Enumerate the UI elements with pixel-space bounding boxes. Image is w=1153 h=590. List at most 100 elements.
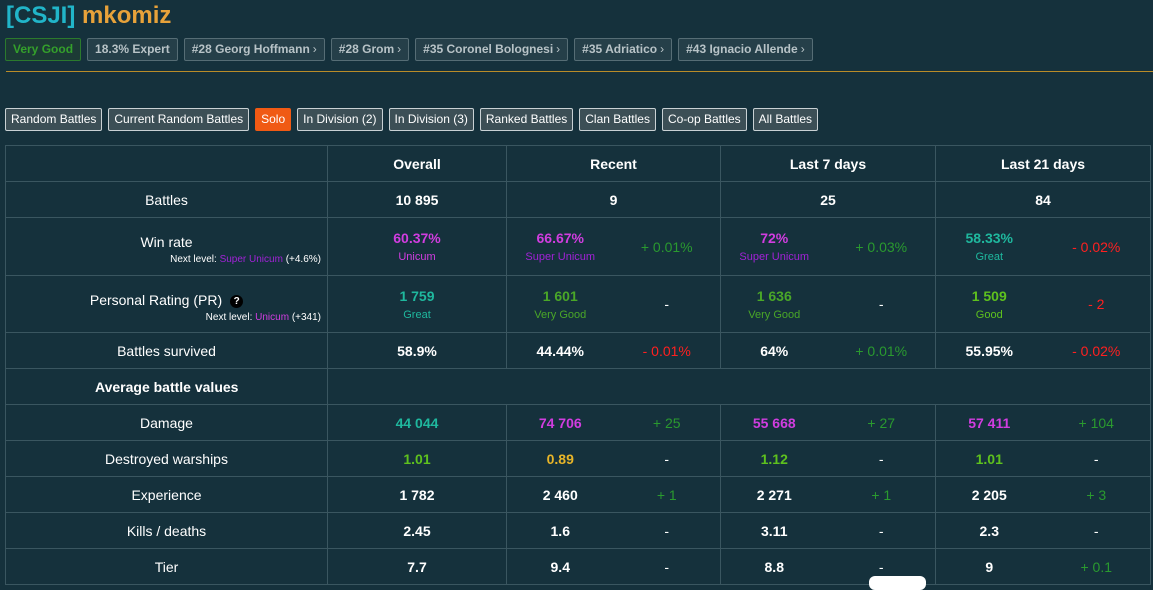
filter-clan-battles[interactable]: Clan Battles bbox=[579, 108, 656, 131]
cell-value: 66.67% Super Unicum bbox=[506, 217, 614, 276]
cell-value: 8.8 bbox=[720, 548, 828, 585]
table-row: Win rate Next level: Super Unicum (+4.6%… bbox=[5, 217, 1151, 276]
cell-delta: - 0.02% bbox=[1042, 217, 1151, 276]
help-icon[interactable]: ? bbox=[230, 294, 244, 308]
cell-delta: + 25 bbox=[613, 404, 721, 441]
scroll-to-top-button[interactable] bbox=[869, 576, 926, 590]
filter-division-2[interactable]: In Division (2) bbox=[297, 108, 383, 131]
table-row: Personal Rating (PR)? Next level: Unicum… bbox=[5, 275, 1151, 333]
badge-expert: 18.3% Expert bbox=[87, 38, 178, 61]
chevron-right-icon: › bbox=[660, 42, 665, 56]
cell-value: 2 205 bbox=[935, 476, 1043, 513]
cell-delta: + 1 bbox=[827, 476, 936, 513]
row-label: Destroyed warships bbox=[5, 440, 328, 477]
cell-value: 1 636 Very Good bbox=[720, 275, 828, 333]
filter-solo[interactable]: Solo bbox=[255, 108, 292, 131]
cell-delta: - bbox=[827, 275, 936, 333]
table-row: Damage 44 044 74 706 + 25 55 668 + 27 57… bbox=[5, 404, 1151, 441]
table-row: Kills / deaths 2.45 1.6 - 3.11 - 2.3 - bbox=[5, 512, 1151, 549]
chevron-right-icon: › bbox=[800, 42, 805, 56]
cell-delta: + 0.1 bbox=[1042, 548, 1151, 585]
cell-delta: - bbox=[1042, 440, 1151, 477]
cell-delta: + 0.01% bbox=[827, 332, 936, 369]
badge-ship-rank[interactable]: #35 Adriatico › bbox=[574, 38, 673, 61]
chevron-right-icon: › bbox=[312, 42, 317, 56]
player-name: mkomiz bbox=[82, 2, 172, 29]
cell-value: 44 044 bbox=[327, 404, 507, 441]
filter-all-battles[interactable]: All Battles bbox=[752, 108, 819, 131]
badge-rating: Very Good bbox=[5, 38, 82, 61]
cell-delta: - bbox=[613, 275, 721, 333]
cell-value: 57 411 bbox=[935, 404, 1043, 441]
badge-ship-rank[interactable]: #35 Coronel Bolognesi › bbox=[415, 38, 569, 61]
cell-value: 10 895 bbox=[327, 181, 507, 218]
cell-delta: - bbox=[613, 548, 721, 585]
cell-value: 1.01 bbox=[935, 440, 1043, 477]
section-title: Average battle values bbox=[5, 368, 328, 405]
cell-value: 1.6 bbox=[506, 512, 614, 549]
cell-value: 55 668 bbox=[720, 404, 828, 441]
cell-value: 2 271 bbox=[720, 476, 828, 513]
row-label: Tier bbox=[5, 548, 328, 585]
row-label: Kills / deaths bbox=[5, 512, 328, 549]
column-last-21-days: Last 21 days bbox=[935, 145, 1151, 182]
cell-delta: + 0.03% bbox=[827, 217, 936, 276]
cell-delta: - bbox=[1042, 512, 1151, 549]
cell-value: 1.12 bbox=[720, 440, 828, 477]
cell-value: 64% bbox=[720, 332, 828, 369]
row-label: Win rate Next level: Super Unicum (+4.6%… bbox=[5, 217, 328, 276]
badge-ship-rank[interactable]: #28 Grom › bbox=[330, 38, 410, 61]
cell-delta: - bbox=[613, 440, 721, 477]
row-label: Damage bbox=[5, 404, 328, 441]
cell-delta: + 0.01% bbox=[613, 217, 721, 276]
filter-division-3[interactable]: In Division (3) bbox=[388, 108, 474, 131]
cell-delta: + 104 bbox=[1042, 404, 1151, 441]
clan-tag[interactable]: [CSJI] bbox=[6, 2, 76, 29]
filter-coop-battles[interactable]: Co-op Battles bbox=[661, 108, 747, 131]
table-row: Experience 1 782 2 460 + 1 2 271 + 1 2 2… bbox=[5, 476, 1151, 513]
cell-value: 0.89 bbox=[506, 440, 614, 477]
cell-delta: + 1 bbox=[613, 476, 721, 513]
cell-delta: - bbox=[827, 440, 936, 477]
badge-ship-rank[interactable]: #28 Georg Hoffmann › bbox=[183, 38, 325, 61]
badge-ship-rank[interactable]: #43 Ignacio Allende › bbox=[678, 38, 813, 61]
header-divider bbox=[6, 71, 1153, 72]
cell-value: 58.33% Great bbox=[935, 217, 1043, 276]
filter-ranked-battles[interactable]: Ranked Battles bbox=[479, 108, 574, 131]
cell-delta: + 27 bbox=[827, 404, 936, 441]
filter-current-random-battles[interactable]: Current Random Battles bbox=[108, 108, 250, 131]
cell-value: 60.37% Unicum bbox=[327, 217, 507, 276]
table-row: Tier 7.7 9.4 - 8.8 - 9 + 0.1 bbox=[5, 548, 1151, 585]
row-label: Battles survived bbox=[5, 332, 328, 369]
table-row: Destroyed warships 1.01 0.89 - 1.12 - 1.… bbox=[5, 440, 1151, 477]
cell-value: 9 bbox=[506, 181, 721, 218]
column-overall: Overall bbox=[327, 145, 507, 182]
next-level-hint: Next level: Unicum (+341) bbox=[205, 311, 321, 323]
chevron-right-icon: › bbox=[397, 42, 402, 56]
stats-table: Overall Recent Last 7 days Last 21 days … bbox=[5, 145, 1151, 585]
cell-value: 1.01 bbox=[327, 440, 507, 477]
filter-random-battles[interactable]: Random Battles bbox=[5, 108, 103, 131]
cell-value: 44.44% bbox=[506, 332, 614, 369]
table-row: Battles survived 58.9% 44.44% - 0.01% 64… bbox=[5, 332, 1151, 369]
cell-delta: - bbox=[613, 512, 721, 549]
cell-value: 84 bbox=[935, 181, 1151, 218]
cell-value: 58.9% bbox=[327, 332, 507, 369]
row-label: Battles bbox=[5, 181, 328, 218]
badge-bar: Very Good 18.3% Expert #28 Georg Hoffman… bbox=[5, 38, 813, 61]
cell-value: 1 601 Very Good bbox=[506, 275, 614, 333]
battle-type-filters: Random Battles Current Random Battles So… bbox=[5, 108, 819, 131]
cell-value: 2.3 bbox=[935, 512, 1043, 549]
player-header: [CSJI] mkomiz bbox=[6, 2, 171, 30]
row-label: Experience bbox=[5, 476, 328, 513]
cell-value: 3.11 bbox=[720, 512, 828, 549]
cell-delta: + 3 bbox=[1042, 476, 1151, 513]
column-recent: Recent bbox=[506, 145, 721, 182]
cell-value: 74 706 bbox=[506, 404, 614, 441]
cell-delta: - 2 bbox=[1042, 275, 1151, 333]
cell-value: 55.95% bbox=[935, 332, 1043, 369]
cell-delta: - 0.02% bbox=[1042, 332, 1151, 369]
cell-value: 72% Super Unicum bbox=[720, 217, 828, 276]
row-label: Personal Rating (PR)? Next level: Unicum… bbox=[5, 275, 328, 333]
next-level-hint: Next level: Super Unicum (+4.6%) bbox=[170, 254, 321, 265]
